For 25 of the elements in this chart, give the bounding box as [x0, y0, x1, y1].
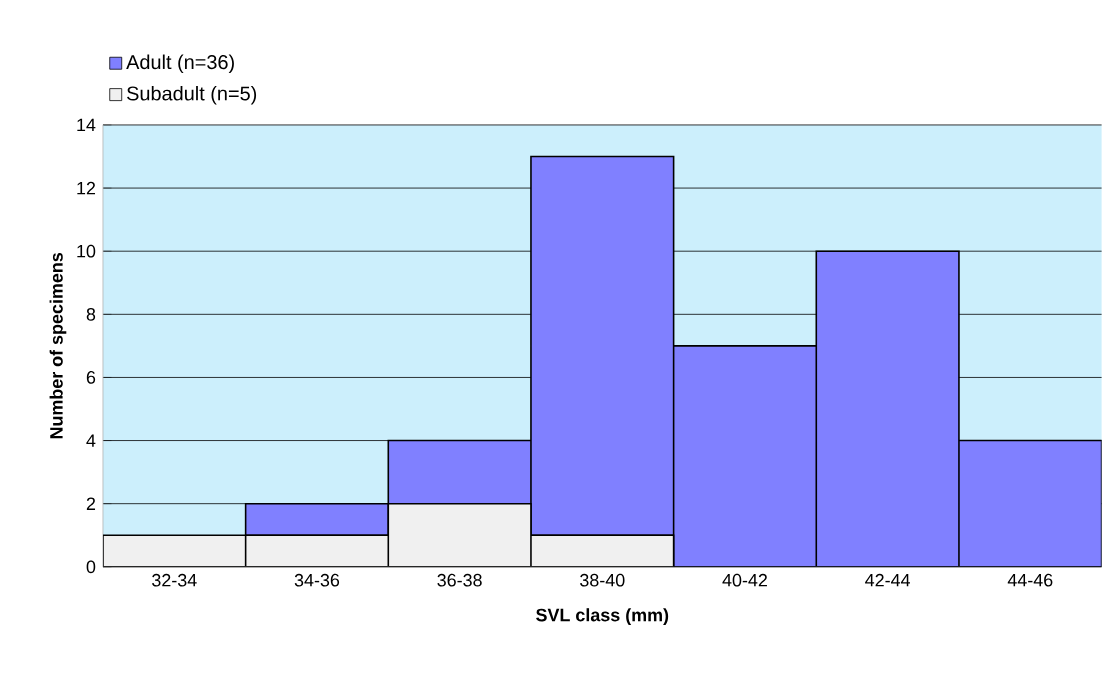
legend-label: Adult (n=36) — [126, 54, 234, 74]
x-tick-label: 34-36 — [294, 573, 340, 587]
y-axis-title: Number of specimens — [49, 253, 67, 439]
bar — [387, 439, 532, 505]
x-tick-label: 44-46 — [1007, 573, 1053, 587]
x-tick-label: 40-42 — [722, 573, 767, 587]
y-tick-label: 10 — [77, 244, 96, 258]
bar — [958, 439, 1102, 567]
y-tick-label: 14 — [77, 118, 96, 132]
legend-label: Subadult (n=5) — [127, 86, 257, 105]
y-tick-label: 8 — [86, 308, 96, 321]
y-tick-label: 2 — [86, 497, 96, 511]
y-tick-label: 4 — [86, 434, 96, 447]
x-tick-label: 36-38 — [437, 573, 482, 587]
bar — [388, 503, 531, 567]
x-tick-label: 32-34 — [152, 573, 197, 587]
bar — [815, 250, 960, 567]
x-tick-label: 42-44 — [865, 573, 910, 587]
x-axis-title: SVL class (mm) — [536, 608, 669, 626]
x-tick-label: 38-40 — [580, 573, 625, 587]
y-tick-label: 6 — [86, 371, 96, 384]
bar — [244, 502, 390, 537]
y-tick-label: 0 — [86, 560, 96, 574]
y-tick-label: 12 — [77, 181, 96, 195]
bar — [530, 534, 675, 567]
